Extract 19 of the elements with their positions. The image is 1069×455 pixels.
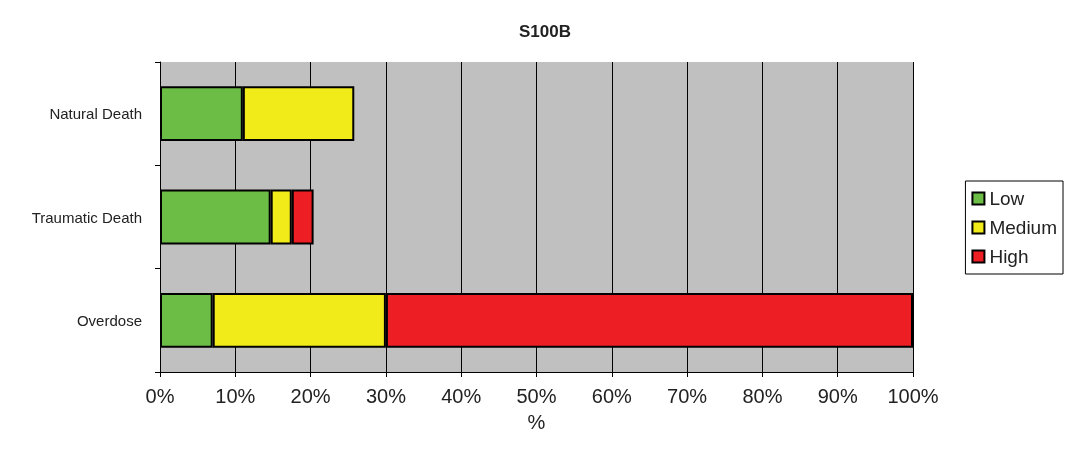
legend-label: Low [989,188,1025,209]
y-tick-label: Overdose [76,311,142,329]
chart-title: S100B [519,22,571,41]
legend-label: Medium [989,217,1057,238]
x-tick-label: 100% [887,385,939,407]
x-tick-label: 70% [667,385,708,407]
y-tick-label: Traumatic Death [31,208,142,226]
x-tick-label: 80% [742,385,783,407]
y-tick-label: Natural Death [49,105,142,123]
x-tick-label: 0% [145,385,175,407]
x-tick-label: 20% [290,385,331,407]
x-axis-title: % [527,411,546,433]
x-tick-label: 50% [516,385,557,407]
x-tick-label: 60% [591,385,633,407]
x-tick-label: 40% [441,385,482,407]
x-tick-label: 10% [215,385,256,407]
x-tick-label: 30% [365,385,407,407]
legend-label: High [989,246,1029,267]
x-tick-label: 90% [817,385,858,407]
